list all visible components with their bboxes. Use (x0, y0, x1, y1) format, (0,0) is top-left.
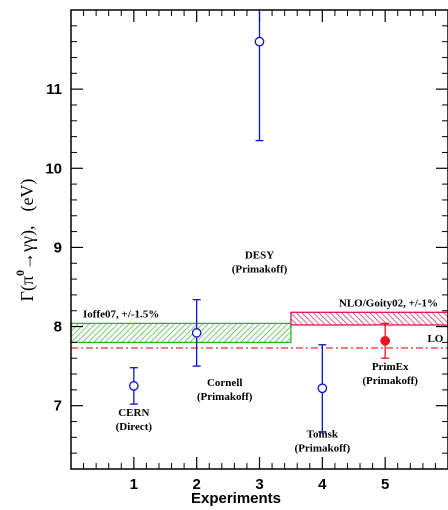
point-label-line: Tomsk (307, 428, 339, 440)
y-tick-label-11: 11 (46, 81, 62, 98)
point-label-line: (Primakoff) (295, 442, 351, 454)
point-label-cornell: Cornell (Primakoff) (197, 377, 253, 403)
point-label-line: (Primakoff) (362, 375, 418, 387)
point-label-cern: CERN (Direct) (116, 407, 153, 433)
x-tick-label-2: 2 (192, 476, 200, 493)
bands-layer: Ioffe07, +/-1.5% NLO/Goity02, +/-1% (70, 297, 448, 344)
point-label-tomsk: Tomsk (Primakoff) (295, 428, 351, 454)
x-tick-label-4: 4 (318, 476, 327, 493)
x-tick-label-5: 5 (381, 476, 389, 493)
x-tick-label-3: 3 (255, 476, 263, 493)
marker-tomsk (317, 383, 328, 394)
point-label-line: DESY (245, 250, 274, 262)
marker-cornell (191, 328, 202, 338)
y-tick-label-9: 9 (54, 239, 62, 256)
y-tick-label-10: 10 (45, 160, 62, 177)
x-tick-label-1: 1 (130, 476, 138, 493)
band-label-ioffe07-1-5: Ioffe07, +/-1.5% (83, 308, 159, 320)
point-cern: CERN (Direct) (116, 367, 153, 433)
ticks-layer: 1 2 3 4 5 7 8 9 10 11 (45, 10, 448, 493)
y-axis-title-suffix: →γγ), (17, 226, 38, 270)
point-label-line: Cornell (207, 377, 242, 389)
point-label-desy: DESY (Primakoff) (232, 250, 288, 276)
marker-cern (128, 381, 139, 391)
reference-lines-layer: LO (71, 333, 448, 349)
point-label-primex: PrimEx (Primakoff) (362, 361, 418, 387)
band-ioffe07-1-5 (70, 322, 292, 344)
y-tick-label-7: 7 (54, 398, 62, 415)
y-axis-title-prefix: Γ(π (17, 276, 38, 302)
point-tomsk: Tomsk (Primakoff) (295, 344, 351, 454)
band-label-nlo-goity02-1: NLO/Goity02, +/-1% (339, 297, 438, 309)
marker-desy (254, 36, 265, 47)
point-cornell: Cornell (Primakoff) (191, 298, 253, 403)
band-nlo-goity02-1 (290, 311, 448, 326)
y-axis-title: Γ(π0→γγ), (eV) (13, 179, 38, 302)
point-label-line: CERN (118, 407, 149, 419)
point-primex: PrimEx (Primakoff) (362, 322, 418, 387)
line-label-lo: LO (427, 333, 443, 345)
point-label-line: (Primakoff) (232, 264, 288, 276)
x-axis-title: Experiments (191, 490, 281, 507)
y-axis-title-unit: (eV) (17, 179, 38, 212)
points-layer: CERN (Direct) Cornell (Primakoff) DESY (Prima… (116, 10, 418, 454)
y-tick-label-8: 8 (54, 319, 62, 336)
y-axis-title-sup: 0 (13, 270, 27, 276)
point-label-line: (Direct) (116, 421, 153, 433)
marker-primex (380, 335, 391, 346)
point-desy: DESY (Primakoff) (232, 10, 288, 276)
point-label-line: PrimEx (372, 361, 409, 373)
point-label-line: (Primakoff) (197, 391, 253, 403)
